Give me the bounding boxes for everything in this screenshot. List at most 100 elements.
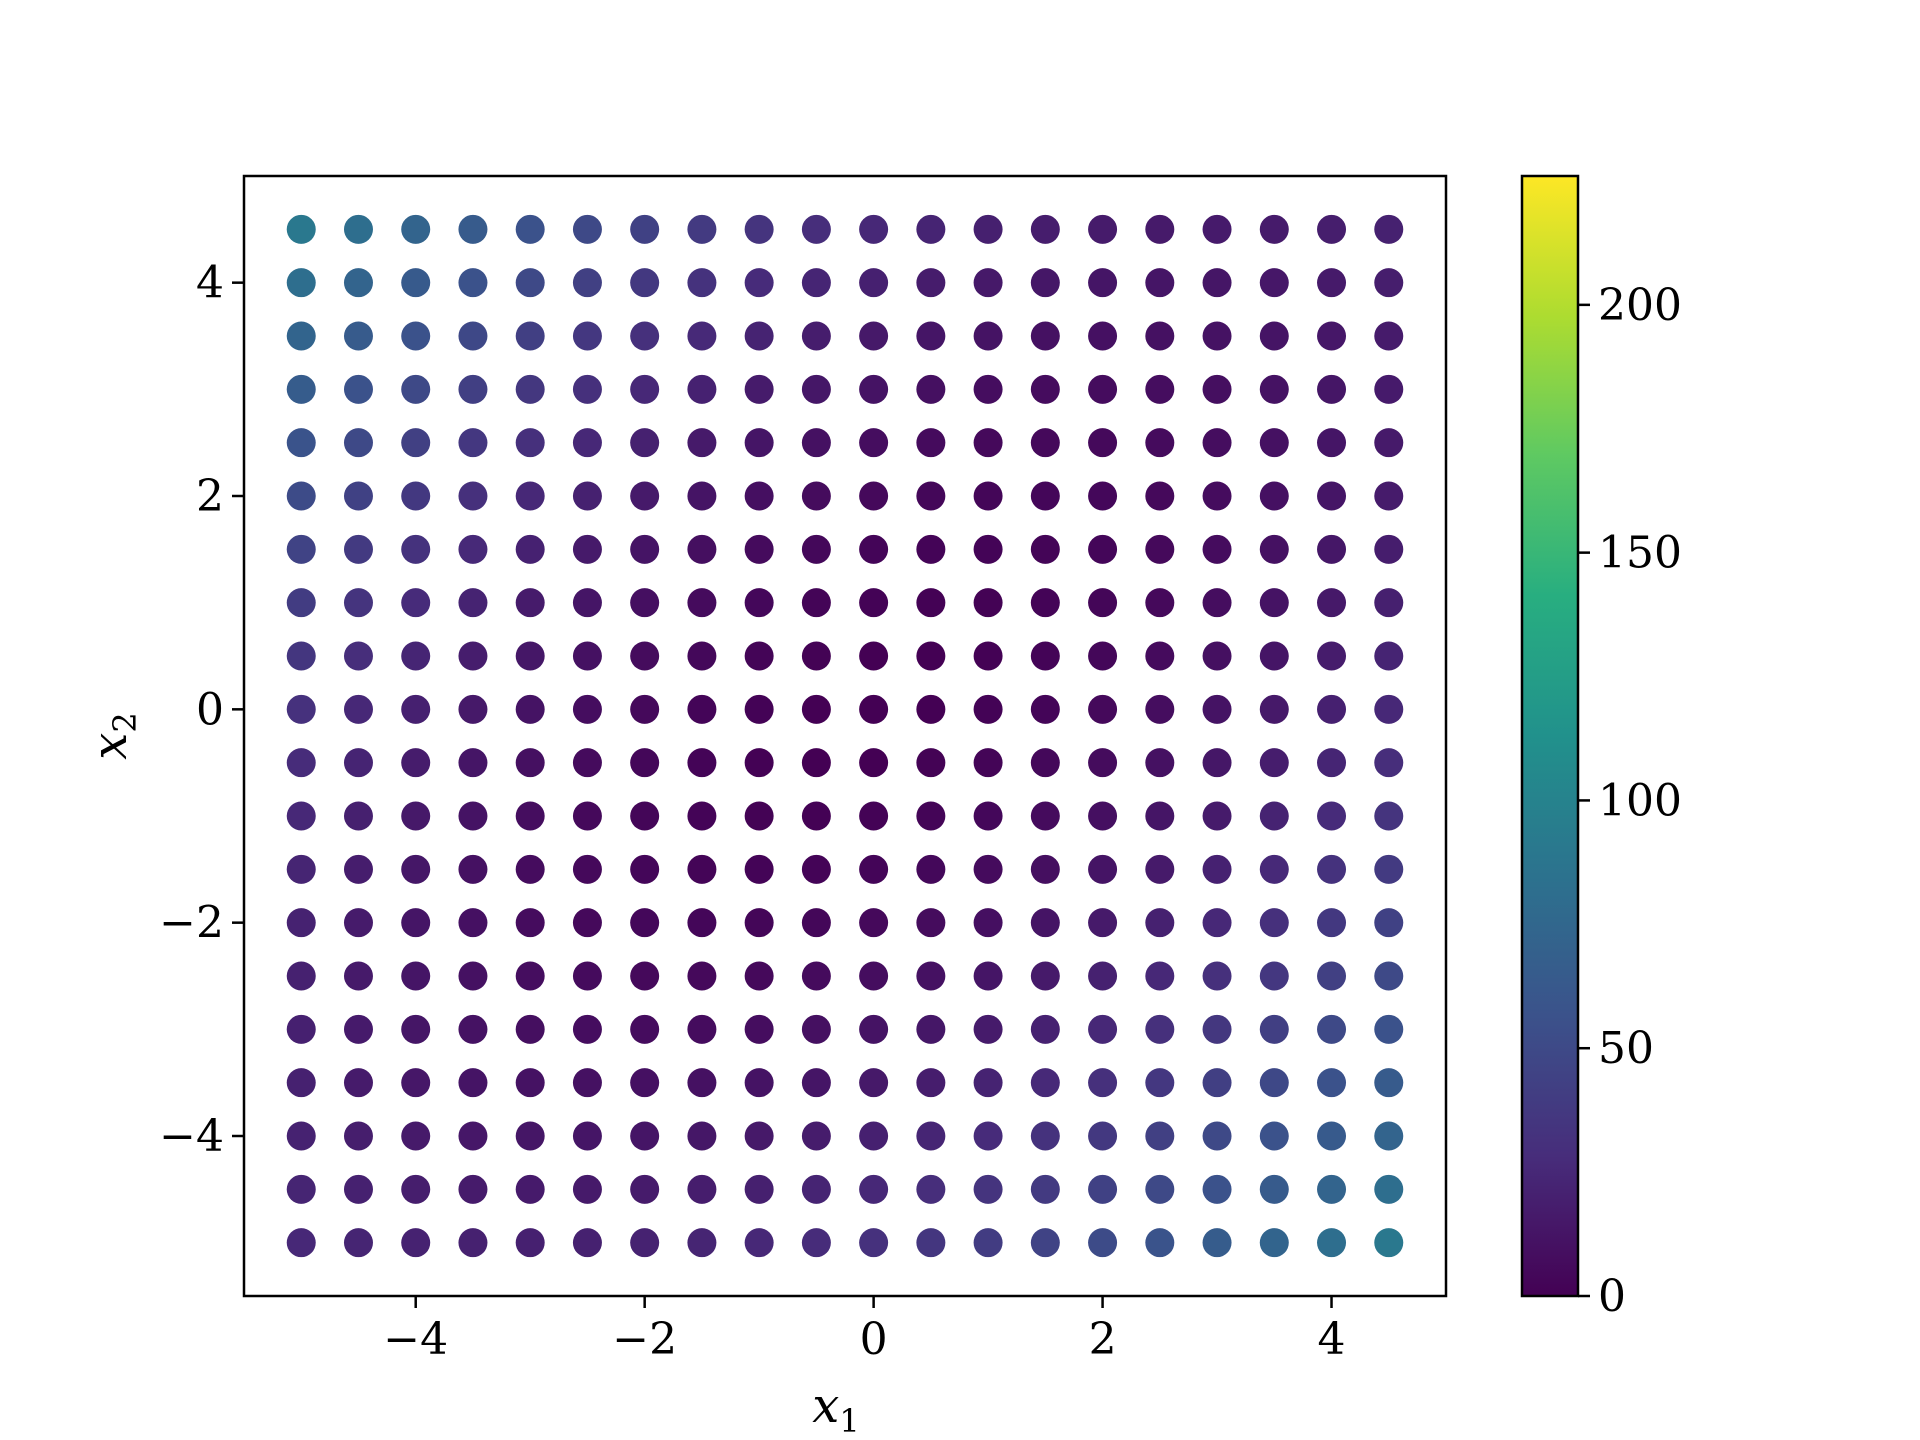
data-point: [572, 321, 602, 351]
data-point: [687, 641, 717, 671]
data-point: [1088, 374, 1118, 404]
colorbar-tick-label: 200: [1598, 280, 1682, 331]
data-point: [1374, 748, 1404, 778]
data-point: [401, 588, 431, 618]
data-point: [973, 214, 1003, 244]
data-point: [744, 374, 774, 404]
data-point: [630, 961, 660, 991]
data-point: [401, 214, 431, 244]
data-point: [1317, 641, 1347, 671]
data-point: [1317, 1174, 1347, 1204]
data-point: [859, 321, 889, 351]
data-point: [572, 268, 602, 298]
data-point: [973, 801, 1003, 831]
data-point: [744, 641, 774, 671]
data-point: [458, 321, 488, 351]
data-point: [973, 1014, 1003, 1044]
data-point: [1317, 908, 1347, 938]
y-tick-label: 4: [196, 258, 224, 309]
data-point: [343, 268, 373, 298]
data-point: [630, 1014, 660, 1044]
data-point: [401, 1068, 431, 1098]
data-point: [1202, 908, 1232, 938]
data-point: [687, 1068, 717, 1098]
data-point: [1145, 374, 1175, 404]
data-point: [1030, 1228, 1060, 1258]
data-point: [286, 374, 316, 404]
data-point: [286, 268, 316, 298]
data-point: [1030, 1174, 1060, 1204]
data-point: [1317, 1121, 1347, 1151]
data-point: [1202, 268, 1232, 298]
data-point: [401, 694, 431, 724]
data-point: [1259, 268, 1289, 298]
data-point: [1374, 268, 1404, 298]
data-point: [458, 641, 488, 671]
data-point: [744, 908, 774, 938]
data-point: [401, 908, 431, 938]
colorbar-tick-label: 150: [1598, 528, 1682, 579]
data-point: [973, 1228, 1003, 1258]
data-point: [1088, 694, 1118, 724]
data-point: [973, 534, 1003, 564]
data-point: [1317, 1014, 1347, 1044]
colorbar: [1520, 174, 1580, 1298]
data-point: [1145, 748, 1175, 778]
data-point: [859, 214, 889, 244]
data-point: [572, 854, 602, 884]
data-point: [572, 214, 602, 244]
colorbar-tick-label: 50: [1598, 1023, 1654, 1074]
data-point: [1317, 694, 1347, 724]
data-point: [1145, 1174, 1175, 1204]
data-point: [687, 428, 717, 458]
data-point: [973, 268, 1003, 298]
data-point: [286, 801, 316, 831]
data-point: [515, 694, 545, 724]
y-tick-label: −4: [159, 1111, 224, 1162]
data-point: [1088, 1068, 1118, 1098]
data-point: [1145, 428, 1175, 458]
data-point: [1030, 534, 1060, 564]
data-point: [458, 481, 488, 511]
data-point: [515, 961, 545, 991]
data-point: [1088, 321, 1118, 351]
data-point: [973, 1121, 1003, 1151]
data-point: [859, 1014, 889, 1044]
data-point: [1259, 854, 1289, 884]
data-point: [1202, 801, 1232, 831]
data-point: [801, 428, 831, 458]
data-point: [1374, 961, 1404, 991]
data-point: [458, 214, 488, 244]
data-point: [343, 1121, 373, 1151]
data-point: [744, 534, 774, 564]
data-point: [1259, 1121, 1289, 1151]
data-point: [1202, 374, 1232, 404]
data-point: [1030, 908, 1060, 938]
data-point: [1317, 428, 1347, 458]
data-point: [1088, 908, 1118, 938]
data-point: [859, 268, 889, 298]
data-point: [1030, 961, 1060, 991]
data-point: [515, 641, 545, 671]
data-point: [458, 1121, 488, 1151]
data-point: [973, 481, 1003, 511]
data-point: [515, 748, 545, 778]
x-axis-label: x1: [812, 1378, 859, 1440]
data-point: [572, 694, 602, 724]
data-point: [1030, 214, 1060, 244]
data-point: [801, 694, 831, 724]
data-point: [1145, 641, 1175, 671]
data-point: [343, 961, 373, 991]
data-point: [515, 588, 545, 618]
data-point: [916, 1068, 946, 1098]
data-point: [343, 1174, 373, 1204]
data-point: [515, 801, 545, 831]
data-point: [630, 694, 660, 724]
data-point: [1317, 961, 1347, 991]
data-point: [630, 854, 660, 884]
data-point: [916, 321, 946, 351]
data-point: [515, 1068, 545, 1098]
data-point: [916, 268, 946, 298]
data-point: [859, 1228, 889, 1258]
data-point: [343, 854, 373, 884]
